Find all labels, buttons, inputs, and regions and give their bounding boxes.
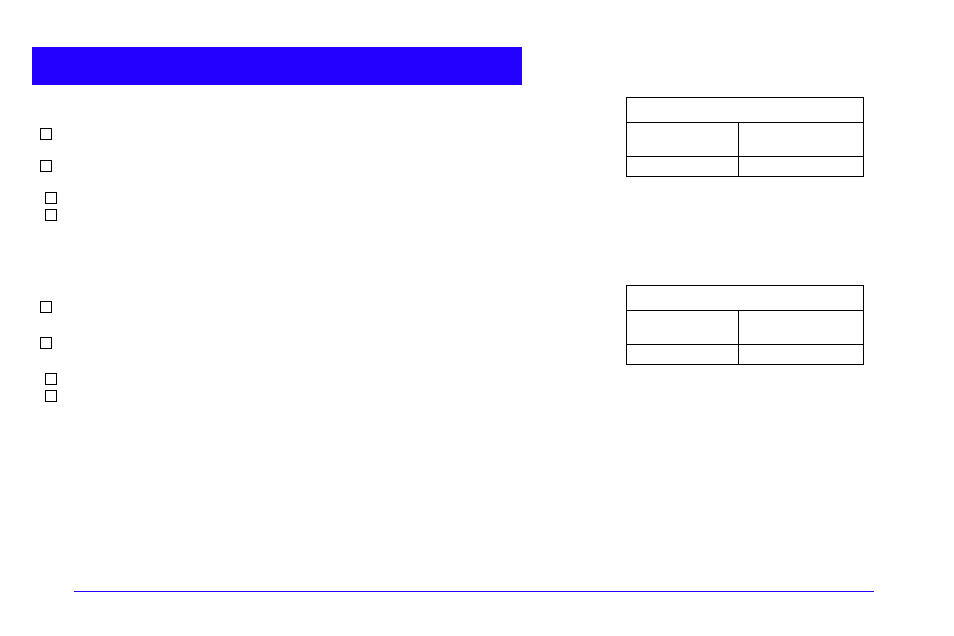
checklist-item bbox=[38, 300, 558, 313]
table-cell bbox=[738, 157, 863, 177]
checkbox-icon[interactable] bbox=[45, 390, 57, 402]
table-header-cell bbox=[627, 98, 864, 123]
checklist-item bbox=[38, 208, 558, 221]
checklist-item bbox=[38, 159, 558, 172]
table-cell bbox=[627, 345, 739, 365]
checkbox-icon[interactable] bbox=[45, 209, 57, 221]
table-row bbox=[627, 286, 864, 311]
table-cell bbox=[627, 123, 739, 157]
tables-gap bbox=[626, 177, 864, 285]
table-header-cell bbox=[627, 286, 864, 311]
summary-table-a bbox=[626, 97, 864, 177]
table-row bbox=[627, 157, 864, 177]
checklist-item bbox=[38, 336, 558, 349]
checkbox-icon[interactable] bbox=[40, 337, 52, 349]
checklist-column bbox=[38, 127, 558, 421]
checkbox-icon[interactable] bbox=[45, 373, 57, 385]
section-header-bar bbox=[32, 47, 522, 85]
table-row bbox=[627, 98, 864, 123]
checklist-item bbox=[38, 191, 558, 204]
table-cell bbox=[627, 311, 739, 345]
group-spacer bbox=[38, 240, 558, 300]
checklist-item bbox=[38, 389, 558, 402]
table-cell bbox=[738, 123, 863, 157]
table-row bbox=[627, 123, 864, 157]
checklist-item bbox=[38, 372, 558, 385]
summary-table-b bbox=[626, 285, 864, 365]
table-row bbox=[627, 311, 864, 345]
page-content bbox=[32, 47, 922, 85]
table-cell bbox=[738, 311, 863, 345]
checklist-item bbox=[38, 127, 558, 140]
checkbox-icon[interactable] bbox=[40, 128, 52, 140]
checkbox-icon[interactable] bbox=[40, 160, 52, 172]
table-cell bbox=[627, 157, 739, 177]
checkbox-icon[interactable] bbox=[40, 301, 52, 313]
checkbox-icon[interactable] bbox=[45, 192, 57, 204]
table-cell bbox=[738, 345, 863, 365]
tables-column bbox=[626, 97, 864, 365]
table-row bbox=[627, 345, 864, 365]
footer-divider bbox=[74, 591, 874, 592]
